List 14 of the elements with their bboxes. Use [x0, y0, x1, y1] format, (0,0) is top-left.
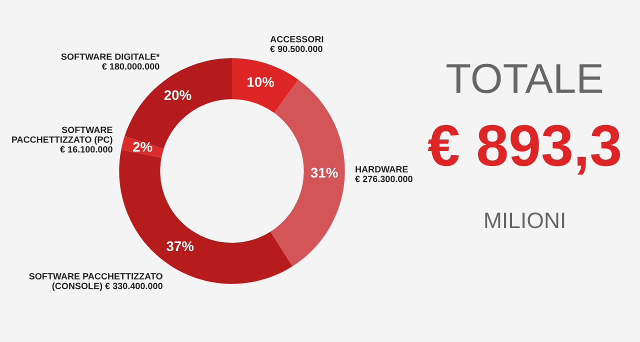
- data-label: 20%: [164, 90, 192, 100]
- text: MILIONI: [485, 212, 564, 228]
- donut-slice: [232, 58, 298, 113]
- slice-label: SOFTWARE PACCHETTIZZATO (PC) € 16.100.000: [12, 126, 112, 153]
- slice-label: SOFTWARE DIGITALE* € 180.000.000: [61, 53, 160, 70]
- text: TOTALE: [446, 64, 602, 94]
- slice-label: HARDWARE € 276.300.000: [355, 166, 412, 182]
- data-label: 2%: [133, 142, 152, 152]
- data-label: 31%: [310, 168, 338, 178]
- data-label: 10%: [248, 77, 274, 87]
- slice-label: SOFTWARE PACCHETTIZZATO (CONSOLE) € 330.400.000: [29, 273, 162, 291]
- slice-label: ACCESSORI € 90.500.000: [270, 36, 324, 52]
- data-label: 37%: [166, 241, 194, 252]
- text: € 893,3: [428, 124, 620, 175]
